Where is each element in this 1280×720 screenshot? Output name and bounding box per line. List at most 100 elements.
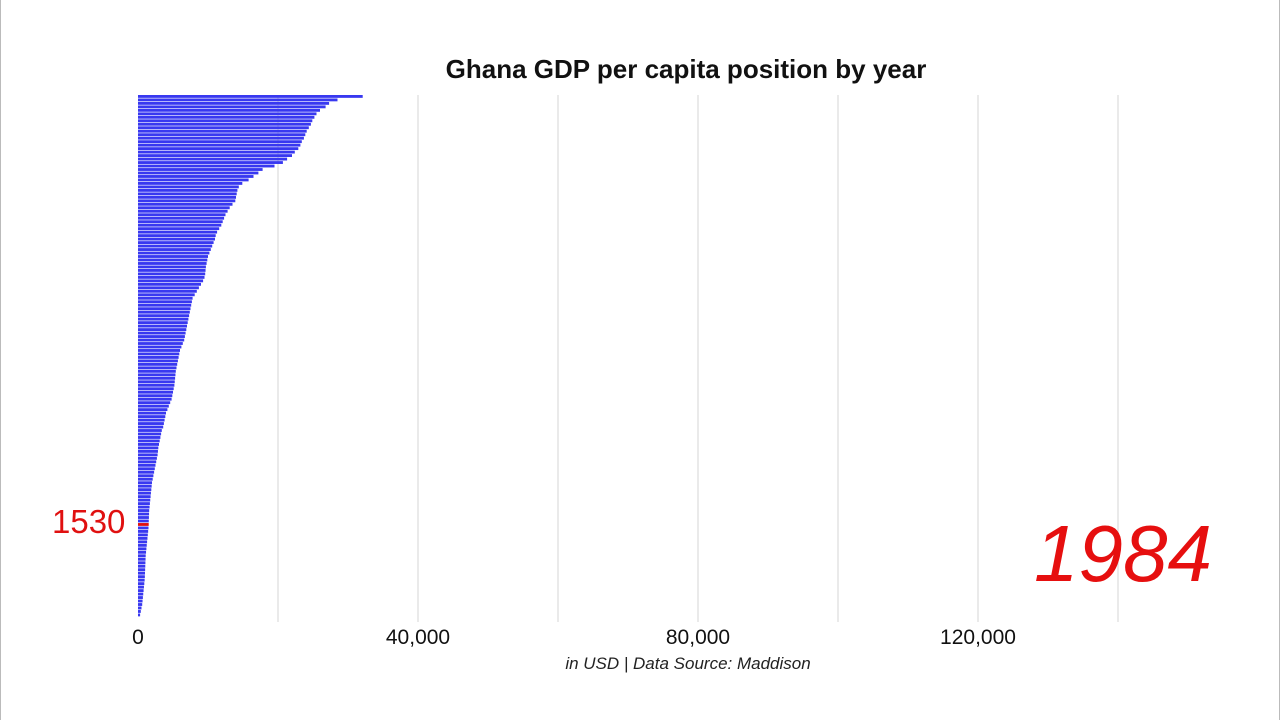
- bar: [138, 300, 192, 304]
- bar: [138, 324, 187, 328]
- bar: [138, 519, 149, 523]
- bar: [138, 603, 143, 606]
- bar: [138, 178, 249, 182]
- bar: [138, 279, 204, 283]
- bar: [138, 408, 168, 412]
- bar: [138, 356, 179, 359]
- bar: [138, 470, 155, 474]
- bar: [138, 272, 206, 276]
- bar: [138, 456, 157, 460]
- bar: [138, 564, 146, 568]
- bar: [138, 484, 152, 488]
- bar: [138, 397, 172, 401]
- bar: [138, 317, 189, 321]
- bar: [138, 234, 216, 238]
- bar: [138, 425, 164, 429]
- bar: [138, 439, 160, 443]
- bar: [138, 495, 151, 499]
- bar: [138, 376, 176, 380]
- bar: [138, 436, 161, 439]
- year-label: 1984: [1034, 509, 1212, 598]
- bar: [138, 592, 144, 596]
- bar: [138, 115, 315, 119]
- bar: [138, 112, 317, 116]
- bar: [138, 575, 145, 579]
- bar: [138, 463, 156, 467]
- bar: [138, 314, 190, 318]
- bar: [138, 411, 166, 415]
- bar: [138, 526, 149, 530]
- bar: [138, 585, 144, 589]
- bar: [138, 213, 226, 217]
- bar: [138, 150, 295, 154]
- x-tick-label: 0: [132, 626, 144, 649]
- x-tick-label: 40,000: [385, 626, 451, 649]
- x-tick-label: 80,000: [665, 626, 731, 649]
- bar: [138, 140, 302, 144]
- bar: [138, 610, 141, 613]
- bar: [138, 418, 165, 422]
- bar: [138, 550, 147, 554]
- bar: [138, 335, 185, 338]
- bar: [138, 432, 162, 436]
- bar: [138, 394, 173, 398]
- bar: [138, 530, 149, 533]
- bar: [138, 429, 162, 432]
- bar: [138, 443, 159, 446]
- bar: [138, 453, 158, 457]
- bar: [138, 105, 326, 109]
- bar: [138, 154, 292, 158]
- bar: [138, 328, 187, 332]
- bar: [138, 223, 222, 227]
- bar: [138, 352, 180, 356]
- bar: [138, 338, 185, 342]
- bar: [138, 282, 201, 286]
- bar: [138, 571, 145, 575]
- bar: [138, 216, 225, 220]
- bar: [138, 251, 210, 255]
- bar: [138, 161, 283, 164]
- bar: [138, 192, 237, 196]
- highlighted-bar-label: 1530: [52, 503, 126, 540]
- bar: [138, 227, 220, 231]
- bar: [138, 258, 208, 262]
- bar: [138, 488, 152, 492]
- bar: [138, 596, 143, 599]
- bar: [138, 477, 153, 481]
- bar: [138, 533, 148, 537]
- bar: [138, 446, 159, 450]
- bar: [138, 404, 169, 408]
- bar: [138, 195, 236, 199]
- bar: [138, 307, 191, 311]
- bar: [138, 543, 147, 547]
- bar: [138, 255, 208, 258]
- bar: [138, 188, 238, 192]
- bar: [138, 303, 192, 307]
- bar: [138, 383, 175, 387]
- bar: [138, 568, 146, 572]
- bar: [138, 613, 141, 617]
- bar: [138, 175, 254, 178]
- bar: [138, 119, 313, 123]
- chart-caption: in USD | Data Source: Maddison: [565, 654, 811, 673]
- bar: [138, 310, 190, 314]
- bar: [138, 449, 158, 453]
- bar: [138, 321, 188, 325]
- bar: [138, 390, 173, 394]
- bar: [138, 101, 330, 105]
- bar: [138, 387, 174, 391]
- bar: [138, 147, 299, 151]
- bar: [138, 345, 182, 349]
- bar: [138, 467, 155, 471]
- bar: [138, 380, 175, 384]
- bar: [138, 578, 145, 582]
- bar: [138, 557, 146, 561]
- bar: [138, 171, 259, 175]
- bar: [138, 474, 154, 478]
- bar: [138, 126, 309, 130]
- bar: [138, 265, 206, 269]
- bar: [138, 182, 243, 185]
- bar: [138, 491, 151, 495]
- bar: [138, 122, 311, 126]
